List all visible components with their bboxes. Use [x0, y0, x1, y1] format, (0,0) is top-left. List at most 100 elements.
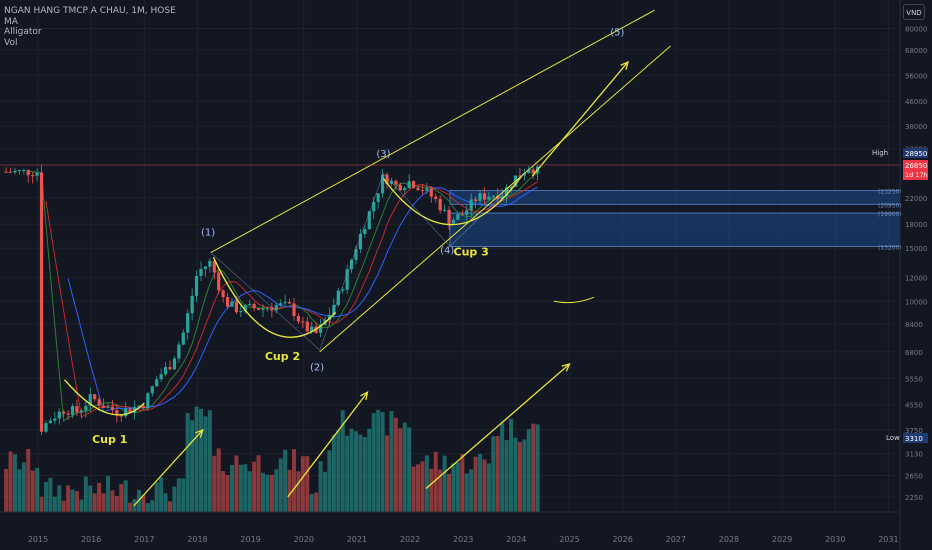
volume-bar — [376, 409, 381, 512]
candle-body — [66, 413, 70, 415]
candle-body — [380, 174, 385, 194]
volume-bar — [265, 474, 270, 512]
volume-bar — [150, 500, 155, 512]
candle-body — [434, 196, 438, 199]
volume-bar — [314, 492, 319, 512]
zone-label: (23250) — [878, 189, 902, 196]
time-label: 2017 — [134, 535, 154, 544]
price-tick: 3130 — [905, 451, 923, 459]
volume-bar — [429, 468, 434, 512]
candle-body — [394, 180, 398, 185]
candle-body — [221, 290, 225, 298]
volume-bar — [105, 475, 110, 512]
volume-bar — [52, 496, 57, 512]
candle-body — [270, 308, 274, 311]
candle-body — [487, 196, 491, 200]
price-tick: 56000 — [905, 72, 927, 80]
currency-button[interactable]: VND — [903, 4, 925, 20]
volume-bar — [451, 463, 456, 512]
time-label: 2029 — [772, 535, 792, 544]
candle-body — [363, 229, 367, 234]
volume-bar — [198, 408, 203, 512]
time-label: 2030 — [825, 535, 845, 544]
candle-body — [279, 303, 283, 306]
volume-bar — [8, 451, 13, 512]
volume-bar — [123, 480, 128, 512]
volume-bar — [389, 411, 394, 512]
target-arrow — [531, 61, 629, 177]
volume-bar — [464, 473, 469, 512]
volume-bar — [74, 491, 79, 512]
volume-bar — [296, 471, 301, 512]
volume-bar — [411, 466, 416, 512]
legend-ma[interactable]: MA — [4, 16, 18, 27]
candle-body — [93, 394, 97, 400]
candle-body — [420, 190, 425, 192]
candle-body — [4, 171, 8, 173]
legend-vol[interactable]: Vol — [4, 37, 18, 48]
volume-bar — [469, 469, 474, 512]
candle-body — [203, 266, 208, 269]
volume-bar — [88, 485, 93, 512]
candle-body — [79, 410, 84, 413]
volume-bar — [318, 461, 323, 512]
volume-bar — [517, 442, 522, 512]
candle-body — [75, 406, 79, 413]
volume-bar — [455, 462, 460, 512]
annotation-drawings — [64, 9, 671, 507]
wave-label: (4) — [440, 245, 454, 256]
time-label: 2024 — [506, 535, 526, 544]
candle-body — [451, 219, 456, 224]
volume-bar — [128, 502, 133, 512]
volume-arrow-2-head — [360, 391, 369, 401]
candle-body — [429, 188, 433, 197]
volume-bar — [43, 481, 48, 512]
volume-bar — [12, 454, 17, 512]
candle-body — [26, 169, 30, 176]
volume-bar — [243, 464, 248, 512]
price-tick: 10000 — [905, 298, 927, 306]
candle-body — [186, 313, 190, 333]
volume-bar — [216, 448, 221, 512]
volume-bar — [221, 471, 226, 512]
low-badge — [903, 433, 928, 443]
candle-body — [106, 406, 110, 408]
volume-bar — [229, 465, 234, 512]
high-badge — [903, 148, 928, 158]
high-label: High — [872, 149, 888, 157]
volume-bar — [278, 458, 283, 512]
volume-bar — [354, 431, 359, 512]
volume-bar — [48, 477, 53, 512]
candle-body — [465, 210, 469, 215]
candle-body — [447, 209, 451, 224]
candle-body — [442, 209, 447, 211]
volume-arrow-2 — [287, 391, 369, 498]
price-tick: 80000 — [905, 26, 927, 34]
cup-label: Cup 1 — [92, 433, 127, 446]
candle-body — [132, 407, 137, 413]
time-scale: 2015 2016 2017 2018 2019 2020 2021 2022 2023 2024… — [0, 0, 901, 550]
candle-body — [358, 233, 363, 250]
volume-bar — [17, 469, 22, 512]
volume-bar — [336, 430, 341, 512]
volume-bar — [4, 468, 9, 512]
volume-bar — [145, 503, 150, 512]
volume-bar — [473, 456, 478, 512]
legend-alligator[interactable]: Alligator — [4, 27, 42, 37]
candle-body — [62, 411, 66, 414]
price-tick: 4550 — [905, 402, 923, 410]
candle-body — [500, 196, 504, 200]
candle-body — [35, 172, 39, 176]
symbol-title[interactable]: NGAN HANG TMCP A CHAU, 1M, HOSE — [4, 6, 176, 16]
support-zones: (23250) (20950) (19600) (15200) — [449, 189, 902, 251]
candle-body — [301, 321, 305, 323]
time-label: 2021 — [347, 535, 367, 544]
volume-bar — [238, 464, 243, 512]
candle-body — [478, 193, 482, 202]
candle-body — [292, 303, 296, 317]
candle-body — [97, 399, 101, 406]
candle-body — [496, 195, 500, 200]
candle-body — [159, 374, 163, 380]
volume-bar — [535, 424, 540, 512]
